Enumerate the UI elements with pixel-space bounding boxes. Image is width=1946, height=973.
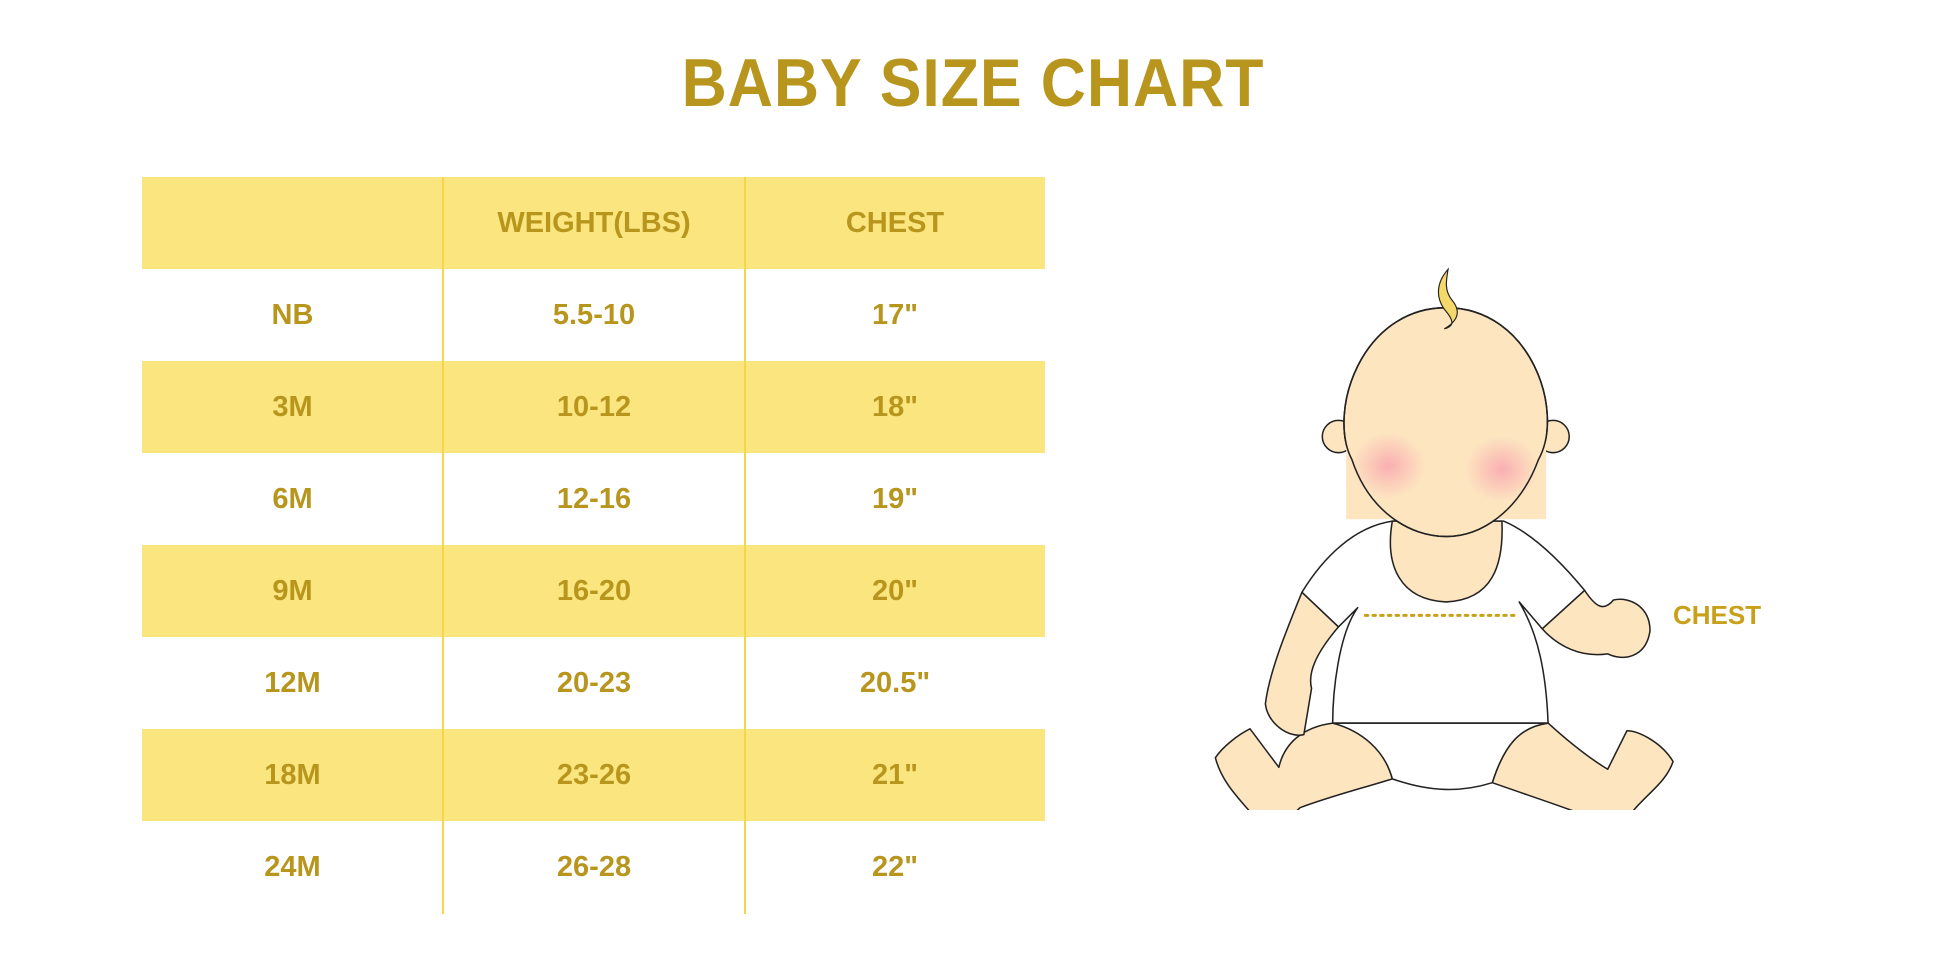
header-weight: WEIGHT(LBS) [497,206,691,239]
weight-cell: 23-26 [556,758,632,791]
size-cell: NB [271,298,314,331]
column-divider [744,177,746,914]
chest-label: CHEST [1673,600,1762,630]
chest-cell: 20" [871,574,918,607]
chest-cell: 18" [871,390,918,423]
table-row: 3M 10-12 18" [142,361,1045,453]
size-cell: 3M [272,390,313,423]
chest-cell: 19" [871,482,918,515]
chest-cell: 22" [871,850,918,883]
weight-cell: 16-20 [556,574,632,607]
weight-cell: 20-23 [556,666,632,699]
weight-cell: 26-28 [556,850,632,883]
right-cheek [1465,436,1539,502]
right-arm [1541,589,1651,659]
table-header-row: WEIGHT(LBS) CHEST [142,177,1045,269]
weight-cell: 5.5-10 [552,298,636,331]
table-row: 12M 20-23 20.5" [142,637,1045,729]
chest-cell: 21" [871,758,918,791]
size-cell: 18M [264,758,321,791]
table-row: 24M 26-28 22" [142,821,1045,913]
page-title: BABY SIZE CHART [681,45,1265,121]
column-divider [442,177,444,914]
size-cell: 9M [272,574,313,607]
size-table: WEIGHT(LBS) CHEST NB 5.5-10 17" 3M 10-12… [142,177,1045,913]
size-cell: 12M [264,666,321,699]
hair-curl [1437,267,1458,330]
header-size [142,177,443,269]
weight-cell: 12-16 [556,482,632,515]
baby-illustration [1214,267,1674,810]
table-row: 18M 23-26 21" [142,729,1045,821]
size-cell: 24M [264,850,321,883]
diaper [1331,722,1549,791]
left-cheek [1351,432,1425,499]
shirt [1301,520,1586,724]
weight-cell: 10-12 [556,390,632,423]
header-chest: CHEST [845,206,945,239]
table-row: 9M 16-20 20" [142,545,1045,637]
left-arm [1264,591,1340,736]
size-cell: 6M [272,482,313,515]
table-row: NB 5.5-10 17" [142,269,1045,361]
chest-cell: 17" [871,298,918,331]
neck [1389,520,1503,603]
table-row: 6M 12-16 19" [142,453,1045,545]
chest-cell: 20.5" [859,666,931,699]
